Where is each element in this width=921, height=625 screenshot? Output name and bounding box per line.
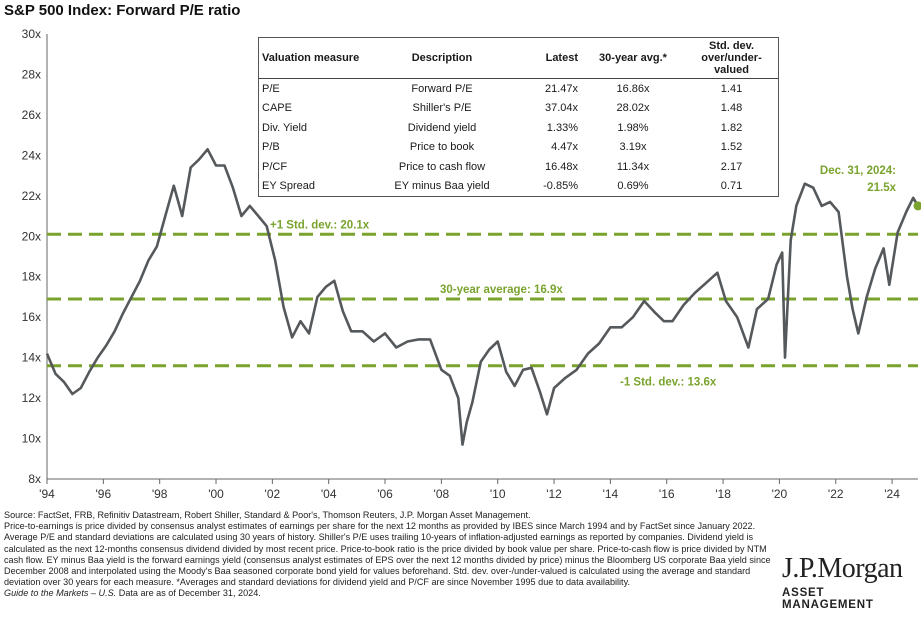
y-tick-label: 8x [28,472,41,486]
jpmorgan-logo: J.P.Morgan ASSET MANAGEMENT [782,553,920,611]
chart-title: S&P 500 Index: Forward P/E ratio [4,2,241,19]
latest-value-label: 21.5x [867,182,896,194]
cell-latest: 37.04x [544,102,578,115]
guide-note: Guide to the Markets – U.S. Data are as … [4,588,779,599]
x-tick-label: '22 [828,487,844,501]
cell-avg: 16.86x [616,82,650,95]
cell-measure: EY Spread [262,180,316,193]
x-tick-label: '10 [490,487,506,501]
x-tick-label: '08 [434,487,450,501]
cell-std-dev: 1.48 [720,102,743,115]
y-tick-label: 26x [22,108,41,122]
table-row: P/CF Price to cash flow 16.48x 11.34x 2.17 [259,157,778,177]
annotation-layer: Dec. 31, 2024: 21.5x [820,165,921,211]
chart-axes: 8x 10x 12x 14x 16x 18x 20x 22x 24x 26x 28x 30x '94 '9… [22,27,918,501]
y-tick-label: 18x [22,270,41,284]
logo-wordmark: J.P.Morgan [782,553,903,584]
y-tick-label: 28x [22,67,41,81]
y-tick-label: 24x [22,148,41,162]
y-tick-label: 16x [22,310,41,324]
as-of-date: Data are as of December 31, 2024. [116,588,261,599]
footnotes: Source: FactSet, FRB, Refinitiv Datastre… [4,510,779,600]
x-tick-label: '02 [265,487,281,501]
x-tick-label: '12 [546,487,562,501]
x-tick-label: '04 [321,487,337,501]
cell-avg: 1.98% [617,121,649,134]
table-row: EY Spread EY minus Baa yield -0.85% 0.69% 0.… [259,177,778,197]
guide-title: Guide to the Markets – U.S. [4,588,117,599]
cell-measure: Div. Yield [262,121,308,134]
header-measure: Valuation measure [259,38,369,79]
cell-measure: P/E [262,82,280,95]
y-tick-label: 12x [22,391,41,405]
methodology-note: Price-to-earnings is price divided by co… [4,521,771,588]
cell-latest: 21.47x [544,82,578,95]
x-tick-label: '96 [96,487,112,501]
cell-measure: CAPE [262,102,292,115]
series-layer [45,148,920,446]
table-row: P/B Price to book 4.47x 3.19x 1.52 [259,138,778,158]
cell-std-dev: 2.17 [720,160,743,173]
x-tick-label: '98 [152,487,168,501]
cell-std-dev: 1.82 [720,121,743,134]
table-row: Div. Yield Dividend yield 1.33% 1.98% 1.82 [259,118,778,138]
x-tick-label: '24 [884,487,900,501]
cell-avg: 28.02x [616,102,650,115]
pe-chart: 8x 10x 12x 14x 16x 18x 20x 22x 24x 26x 28x 30x '94 '9… [22,27,921,501]
reference-lines: +1 Std. dev.: 20.1x 30-year average: 16.9… [47,219,918,389]
cell-description: Price to book [409,141,475,154]
cell-measure: P/B [262,141,280,154]
cell-description: Price to cash flow [398,160,486,173]
cell-description: Forward P/E [411,82,473,95]
y-tick-label: 14x [22,351,41,365]
cell-latest: 16.48x [544,160,578,173]
header-std-dev: Std. dev. over/under-valued [685,38,778,79]
table-row: P/E Forward P/E 21.47x 16.86x 1.41 [259,79,778,99]
cell-description: EY minus Baa yield [394,180,490,193]
table-row: CAPE Shiller's P/E 37.04x 28.02x 1.48 [259,99,778,119]
cell-avg: 0.69% [617,180,649,193]
x-tick-label: '20 [772,487,788,501]
cell-latest: 1.33% [546,121,578,134]
cell-description: Dividend yield [407,121,477,134]
minus-1-std-line-label: -1 Std. dev.: 13.6x [620,377,717,389]
logo-tagline: ASSET MANAGEMENT [782,587,874,611]
latest-date-label: Dec. 31, 2024: [820,165,896,177]
x-tick-label: '06 [377,487,393,501]
plus-1-std-line-label: +1 Std. dev.: 20.1x [270,219,370,231]
y-tick-label: 20x [22,229,41,243]
header-description: Description [369,38,515,79]
latest-value-marker [913,201,921,211]
forward-pe-series-line [45,148,920,446]
cell-description: Shiller's P/E [412,102,472,115]
x-tick-label: '16 [659,487,675,501]
cell-std-dev: 1.41 [720,82,743,95]
y-tick-label: 30x [22,27,41,41]
valuation-table: Valuation measure Description Latest 30-… [258,37,779,197]
y-tick-label: 10x [22,432,41,446]
table-header-row: Valuation measure Description Latest 30-… [259,38,778,79]
x-tick-label: '94 [39,487,55,501]
cell-std-dev: 0.71 [720,180,743,193]
x-tick-label: '18 [715,487,731,501]
y-tick-label: 22x [22,189,41,203]
cell-measure: P/CF [262,160,288,173]
source-note: Source: FactSet, FRB, Refinitiv Datastre… [4,510,531,520]
cell-avg: 11.34x [616,160,650,173]
header-30yr-avg: 30-year avg.* [581,38,685,79]
cell-latest: -0.85% [543,180,578,193]
cell-std-dev: 1.52 [720,141,743,154]
cell-avg: 3.19x [619,141,647,154]
x-tick-label: '14 [603,487,619,501]
x-tick-label: '00 [208,487,224,501]
header-latest: Latest [515,38,581,79]
cell-latest: 4.47x [551,141,578,154]
thirty-year-average-line-label: 30-year average: 16.9x [440,284,563,296]
